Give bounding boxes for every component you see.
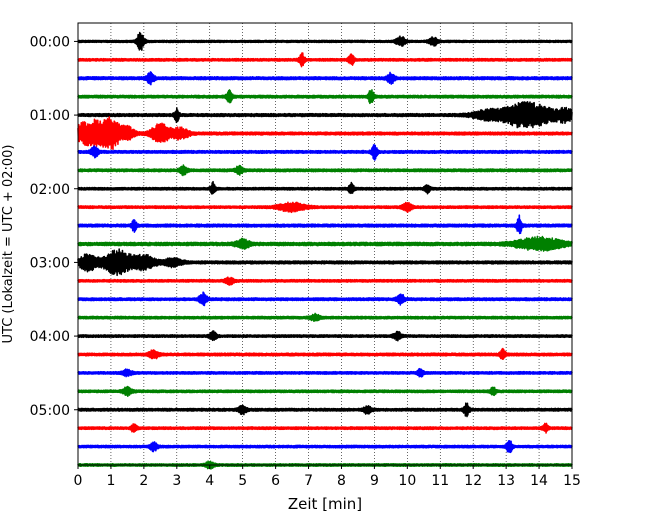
trace-line [77, 31, 573, 51]
x-tick-label: 13 [497, 473, 515, 489]
plot-frame [77, 22, 573, 466]
trace-line [77, 422, 573, 434]
y-tick-label: 01:00 [30, 108, 70, 124]
x-tick-label: 0 [74, 473, 83, 489]
x-tick-label: 2 [139, 473, 148, 489]
trace-line [77, 367, 573, 378]
x-tick-label: 12 [464, 473, 482, 489]
y-tick-label: 04:00 [30, 329, 70, 345]
trace-line [77, 347, 573, 360]
trace-line [77, 214, 573, 235]
x-tick-label: 15 [563, 473, 581, 489]
trace-line [77, 460, 573, 470]
trace-line [77, 116, 573, 151]
x-axis-ticks: 0 1 2 3 4 5 6 7 8 9 10 11 12 13 14 15 [74, 465, 581, 489]
x-tick-label: 5 [238, 473, 247, 489]
trace-line [77, 89, 573, 105]
x-tick-label: 10 [398, 473, 416, 489]
trace-line [77, 291, 573, 307]
x-tick-label: 9 [370, 473, 379, 489]
trace-line [77, 312, 573, 323]
trace-line [77, 235, 573, 252]
trace-line [77, 440, 573, 454]
trace-line [77, 52, 573, 68]
y-axis-label: UTC (Lokalzeit = UTC + 02:00) [1, 145, 16, 344]
trace-line [77, 330, 573, 342]
trace-line [77, 276, 573, 286]
x-tick-label: 7 [304, 473, 313, 489]
trace-line [77, 385, 573, 397]
x-tick-label: 8 [337, 473, 346, 489]
x-axis-label: Zeit [min] [288, 495, 362, 513]
x-tick-label: 11 [431, 473, 449, 489]
x-tick-label: 14 [530, 473, 548, 489]
y-tick-label: 05:00 [30, 403, 70, 419]
x-tick-label: 4 [205, 473, 214, 489]
y-tick-label: 03:00 [30, 255, 70, 271]
trace-line [77, 164, 573, 177]
trace-line [77, 100, 573, 129]
trace-line [77, 180, 573, 195]
x-tick-label: 3 [172, 473, 181, 489]
y-tick-label: 02:00 [30, 182, 70, 198]
x-tick-label: 1 [106, 473, 115, 489]
trace-line [77, 201, 573, 214]
trace-line [77, 248, 573, 277]
trace-line [77, 144, 573, 161]
y-axis-ticks: 00:00 01:00 02:00 03:00 04:00 05:00 [30, 34, 78, 419]
traces [77, 31, 573, 470]
trace-line [77, 71, 573, 86]
trace-line [77, 402, 573, 418]
y-tick-label: 00:00 [30, 34, 70, 50]
x-tick-label: 6 [271, 473, 280, 489]
